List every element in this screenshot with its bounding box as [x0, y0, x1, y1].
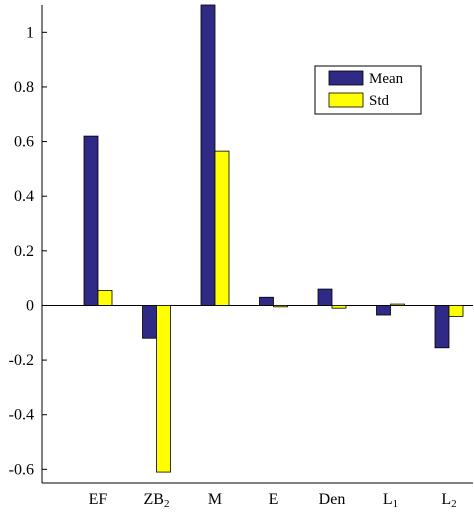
- bar-mean-e: [259, 296, 274, 306]
- y-tick-label: -0.4: [9, 407, 34, 424]
- bar-mean-m: [200, 4, 216, 306]
- y-tick-label: 0.6: [14, 134, 34, 151]
- y-axis-ticks: 1 0.8 0.6 0.4 0.2 0 -0.2 -0.4 -0.6: [9, 24, 47, 478]
- x-tick-label: EF: [89, 491, 108, 508]
- bar-std-l2: [448, 305, 464, 317]
- x-tick-label: L1: [383, 491, 398, 510]
- bar-std-zb2: [156, 305, 171, 473]
- bar-std-m: [214, 150, 230, 306]
- x-tick-label: ZB2: [144, 491, 170, 510]
- bar-std-den: [331, 305, 347, 309]
- x-tick-label: L2: [441, 491, 456, 510]
- x-axis-labels: EF ZB2 M E Den L1 L2: [89, 491, 457, 510]
- legend-label-mean: Mean: [369, 71, 404, 87]
- bar-mean-zb2: [142, 305, 157, 339]
- legend-swatch-std: [328, 92, 364, 108]
- bar-mean-ef: [83, 135, 99, 306]
- bar-mean-l1: [376, 305, 391, 316]
- y-tick-label: 1: [26, 24, 34, 41]
- legend-swatch-mean: [328, 70, 364, 86]
- x-tick-label: M: [208, 491, 222, 508]
- bar-std-e: [273, 305, 288, 308]
- y-tick-label: 0: [26, 297, 34, 314]
- bars: [83, 4, 464, 473]
- y-tick-label: 0.4: [14, 188, 34, 205]
- legend: Mean Std: [314, 65, 422, 115]
- y-tick-label: 0.8: [14, 79, 34, 96]
- x-tick-label: Den: [319, 491, 346, 508]
- y-tick-label: 0.2: [14, 243, 34, 260]
- y-tick-label: -0.2: [9, 352, 34, 369]
- bar-std-ef: [97, 290, 113, 306]
- x-tick-label: E: [269, 491, 279, 508]
- bar-mean-l2: [434, 305, 450, 349]
- y-tick-label: -0.6: [9, 461, 34, 478]
- bar-mean-den: [317, 288, 333, 306]
- bar-std-l1: [390, 303, 405, 306]
- legend-label-std: Std: [369, 93, 390, 109]
